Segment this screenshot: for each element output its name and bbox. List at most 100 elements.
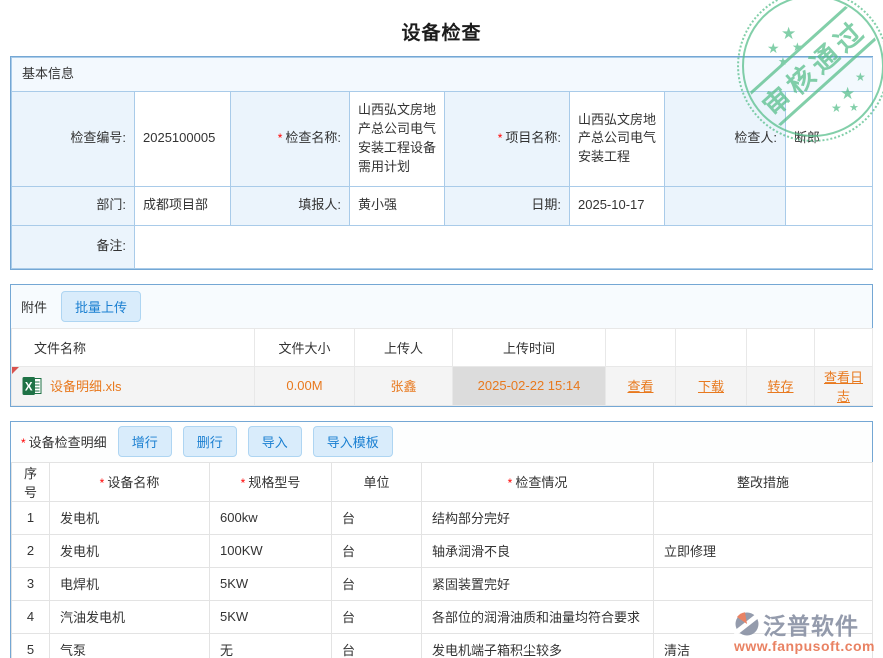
model-cell[interactable]: 100KW <box>209 533 332 568</box>
remark-value <box>133 224 874 269</box>
corrective-action-cell[interactable] <box>653 599 873 634</box>
unit-cell[interactable]: 台 <box>331 500 422 535</box>
equipment-name-cell[interactable]: 汽油发电机 <box>49 599 210 634</box>
col-action-2 <box>675 327 747 367</box>
col-upload-time: 上传时间 <box>452 327 606 367</box>
page-title: 设备检查 <box>401 23 482 44</box>
add-row-button[interactable]: 增行 <box>117 425 172 457</box>
transfer-action-cell: 转存 <box>746 365 815 406</box>
model-cell[interactable]: 600kw <box>209 500 332 535</box>
check-no-value: 2025100005 <box>134 90 231 187</box>
status-cell[interactable]: 轴承润滑不良 <box>421 533 654 568</box>
col-corrective-action: 整改措施 <box>653 461 873 502</box>
detail-row[interactable]: 5 气泵 无 台 发电机端子箱积尘较多 清洁 <box>11 632 873 658</box>
corrective-action-cell[interactable]: 清洁 <box>653 632 873 658</box>
detail-row[interactable]: 4 汽油发电机 5KW 台 各部位的润滑油质和油量均符合要求 <box>11 599 873 634</box>
view-link[interactable]: 查看 <box>627 379 654 395</box>
check-name-label: * 检查名称: <box>230 90 350 187</box>
col-unit: 单位 <box>331 461 422 502</box>
check-name-value: 山西弘文房地产总公司电气安装工程设备需用计划 <box>349 90 445 187</box>
batch-upload-button[interactable]: 批量上传 <box>61 290 142 322</box>
check-no-label: 检查编号: <box>11 90 135 187</box>
empty-value-cell <box>784 185 874 226</box>
equipment-name-cell[interactable]: 电焊机 <box>49 566 210 601</box>
col-action-1 <box>605 327 676 367</box>
col-status: * 检查情况 <box>421 461 654 502</box>
date-label: 日期: <box>444 185 570 226</box>
delete-row-button[interactable]: 删行 <box>182 425 237 457</box>
status-cell[interactable]: 结构部分完好 <box>421 500 654 535</box>
detail-row[interactable]: 1 发电机 600kw 台 结构部分完好 <box>11 500 873 535</box>
col-uploader: 上传人 <box>354 327 453 367</box>
filler-label: 填报人: <box>230 185 350 226</box>
model-cell[interactable]: 5KW <box>209 599 332 634</box>
col-action-3 <box>746 327 815 367</box>
detail-section-title: * 设备检查明细 <box>21 434 107 450</box>
required-mark: * <box>240 476 246 491</box>
basic-info-section-title: 基本信息 <box>10 57 874 92</box>
status-cell[interactable]: 各部位的润滑油质和油量均符合要求 <box>421 599 654 634</box>
unit-cell[interactable]: 台 <box>331 599 422 634</box>
svg-text:X: X <box>25 381 33 393</box>
equipment-name-cell[interactable]: 气泵 <box>49 632 210 658</box>
view-log-link[interactable]: 查看日志 <box>823 369 863 404</box>
import-template-button[interactable]: 导入模板 <box>312 425 393 457</box>
view-action-cell: 查看 <box>605 365 676 406</box>
modified-corner-marker <box>12 366 19 374</box>
file-uploader-cell: 张鑫 <box>354 365 453 406</box>
dept-value: 成都项目部 <box>134 185 231 226</box>
required-mark: * <box>277 131 283 146</box>
col-model: * 规格型号 <box>209 461 332 502</box>
detail-row[interactable]: 3 电焊机 5KW 台 紧固装置完好 <box>11 566 873 601</box>
col-file-name: 文件名称 <box>11 327 255 367</box>
basic-info-table: 基本信息 检查编号: 2025100005 * 检查名称: 山西弘文房地产总公司电… <box>10 57 874 269</box>
date-value: 2025-10-17 <box>569 185 665 226</box>
transfer-link[interactable]: 转存 <box>767 379 794 395</box>
corrective-action-cell[interactable] <box>653 566 873 601</box>
basic-info-section: 基本信息 检查编号: 2025100005 * 检查名称: 山西弘文房地产总公司电… <box>10 56 874 270</box>
detail-header-band: * 设备检查明细 增行 删行 导入 导入模板 <box>11 421 872 462</box>
detail-row[interactable]: 2 发电机 100KW 台 轴承润滑不良 立即修理 <box>11 533 873 568</box>
unit-cell[interactable]: 台 <box>331 566 422 601</box>
equipment-name-cell[interactable]: 发电机 <box>49 533 210 568</box>
col-seq: 序号 <box>11 461 50 502</box>
file-name-cell[interactable]: X 设备明细.xls <box>11 365 255 406</box>
empty-label-cell <box>664 185 786 226</box>
attachment-row: X 设备明细.xls 0.00M 张鑫 2025-02-22 15:14 查看 … <box>11 365 873 406</box>
detail-table: 序号 * 设备名称 * 规格型号 单位 * 检查情况 整改措施 1 发电机 600kw… <box>11 461 873 658</box>
import-button[interactable]: 导入 <box>247 425 302 457</box>
inspector-label: 检查人: <box>664 90 786 187</box>
col-equipment-name: * 设备名称 <box>49 461 210 502</box>
seq-cell: 3 <box>11 566 50 601</box>
file-name-link[interactable]: 设备明细.xls <box>50 379 122 395</box>
status-cell[interactable]: 发电机端子箱积尘较多 <box>421 632 654 658</box>
required-mark: * <box>99 476 105 491</box>
equipment-name-cell[interactable]: 发电机 <box>49 500 210 535</box>
inspection-detail-section: * 设备检查明细 增行 删行 导入 导入模板 序号 * 设备名称 * 规格型号 单位 … <box>10 420 873 658</box>
model-cell[interactable]: 5KW <box>209 566 332 601</box>
status-cell[interactable]: 紧固装置完好 <box>421 566 654 601</box>
download-action-cell: 下载 <box>675 365 747 406</box>
col-action-4 <box>814 327 873 367</box>
required-mark: * <box>21 435 26 450</box>
filler-value: 黄小强 <box>349 185 445 226</box>
model-cell[interactable]: 无 <box>209 632 332 658</box>
corrective-action-cell[interactable] <box>653 500 873 535</box>
file-size-cell: 0.00M <box>254 365 355 406</box>
required-mark: * <box>497 131 503 146</box>
attachments-header-band: 附件 批量上传 <box>11 284 872 328</box>
excel-file-icon: X <box>22 376 42 395</box>
project-name-value: 山西弘文房地产总公司电气安装工程 <box>569 90 665 187</box>
unit-cell[interactable]: 台 <box>331 533 422 568</box>
col-file-size: 文件大小 <box>254 327 355 367</box>
file-upload-time-cell[interactable]: 2025-02-22 15:14 <box>452 365 606 406</box>
corrective-action-cell[interactable]: 立即修理 <box>653 533 873 568</box>
unit-cell[interactable]: 台 <box>331 632 422 658</box>
seq-cell: 1 <box>11 500 50 535</box>
remark-label: 备注: <box>11 224 135 269</box>
attachments-section: 附件 批量上传 文件名称 文件大小 上传人 上传时间 <box>10 283 873 407</box>
seq-cell: 4 <box>11 599 50 634</box>
view-log-action-cell: 查看日志 <box>814 365 873 406</box>
download-link[interactable]: 下载 <box>697 379 724 395</box>
